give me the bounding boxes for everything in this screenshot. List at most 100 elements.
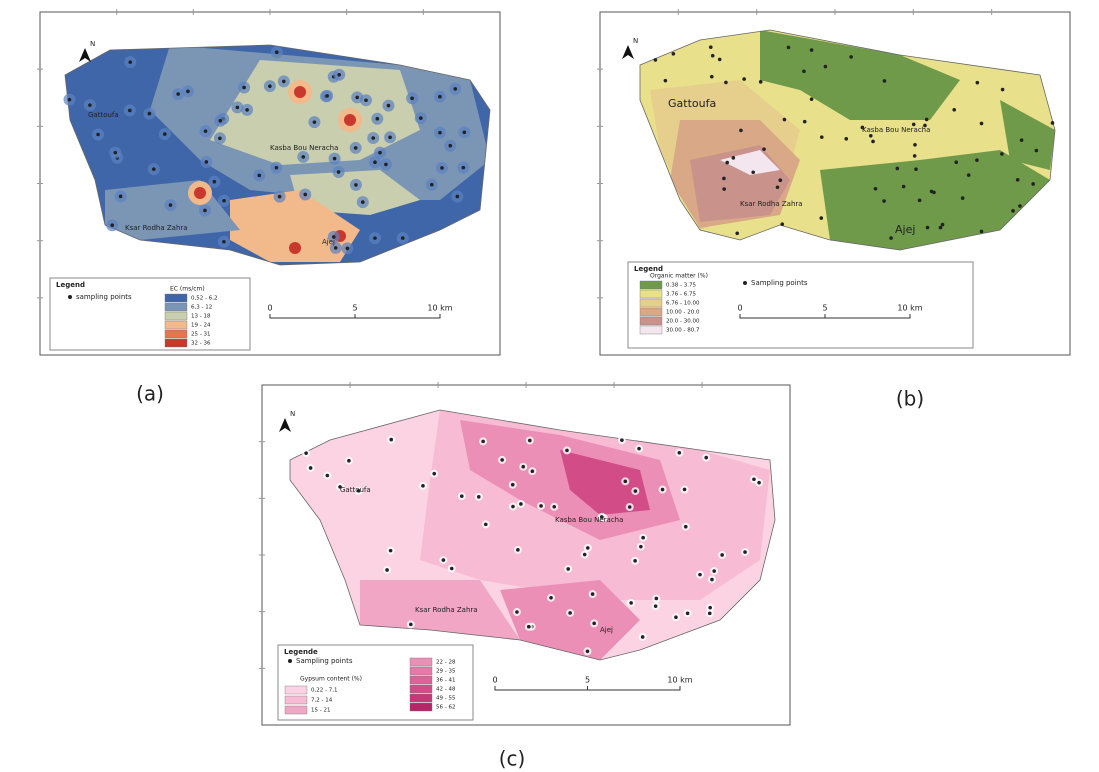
sampling-point bbox=[709, 45, 713, 49]
sampling-point bbox=[203, 209, 207, 213]
scale-label: 10 km bbox=[427, 304, 452, 313]
sampling-point bbox=[762, 147, 766, 151]
sampling-point bbox=[976, 81, 980, 85]
place-name: Kasba Bou Neracha bbox=[270, 144, 338, 152]
sampling-point bbox=[371, 136, 375, 140]
sampling-point bbox=[633, 559, 637, 563]
sampling-point bbox=[961, 196, 965, 200]
sampling-point bbox=[925, 118, 929, 122]
sampling-point bbox=[1051, 121, 1055, 125]
sampling-point bbox=[389, 549, 393, 553]
sampling-point bbox=[438, 95, 442, 99]
sampling-point bbox=[88, 103, 92, 107]
legend-class-label: 42 - 48 bbox=[436, 687, 456, 693]
sampling-point bbox=[176, 92, 180, 96]
sampling-point bbox=[732, 156, 736, 160]
legend-class-label: 56 - 62 bbox=[436, 705, 455, 711]
legend-class-label: 15 - 21 bbox=[311, 708, 330, 714]
sampling-point bbox=[460, 494, 464, 498]
sampling-point bbox=[448, 144, 452, 148]
sampling-point bbox=[672, 52, 676, 56]
place-name: Ajej bbox=[600, 626, 613, 634]
place-name: Ksar Rodha Zahra bbox=[740, 200, 803, 208]
sampling-point bbox=[980, 230, 984, 234]
sampling-point bbox=[628, 505, 632, 509]
legend-swatch bbox=[640, 299, 662, 307]
scale-label: 5 bbox=[822, 304, 827, 313]
sampling-point bbox=[654, 604, 658, 608]
legend-class-label: 32 - 36 bbox=[191, 341, 211, 347]
sampling-point bbox=[410, 96, 414, 100]
sampling-point bbox=[810, 97, 814, 101]
hotspot bbox=[194, 187, 206, 199]
sampling-point bbox=[373, 236, 377, 240]
sampling-point bbox=[389, 438, 393, 442]
sampling-point bbox=[304, 451, 308, 455]
sampling-point bbox=[222, 199, 226, 203]
legend-class-label: 10.00 - 20.0 bbox=[666, 310, 700, 316]
sampling-point bbox=[110, 223, 114, 227]
sampling-point bbox=[941, 223, 945, 227]
legend-class-label: 29 - 35 bbox=[436, 669, 456, 675]
sampling-point bbox=[219, 119, 223, 123]
sampling-point bbox=[114, 151, 118, 155]
sampling-point bbox=[896, 167, 900, 171]
scale-label: 5 bbox=[585, 676, 590, 685]
sampling-point bbox=[337, 170, 341, 174]
north-label: N bbox=[633, 37, 638, 45]
sampling-point bbox=[1011, 209, 1015, 213]
sampling-point bbox=[820, 135, 824, 139]
sampling-point bbox=[204, 129, 208, 133]
sampling-point bbox=[586, 546, 590, 550]
legend-swatch bbox=[285, 686, 307, 694]
sampling-point bbox=[337, 73, 341, 77]
sampling-point bbox=[364, 98, 368, 102]
scale-label: 10 km bbox=[897, 304, 922, 313]
sampling-point bbox=[222, 240, 226, 244]
sampling-point bbox=[347, 459, 351, 463]
legend-heading: EC (ms/cm) bbox=[170, 286, 205, 293]
sampling-point bbox=[939, 226, 943, 230]
sampling-point bbox=[568, 611, 572, 615]
legend-class-label: 22 - 28 bbox=[436, 660, 456, 666]
sampling-point bbox=[527, 625, 531, 629]
north-label: N bbox=[90, 40, 95, 48]
sampling-point bbox=[152, 167, 156, 171]
sampling-point bbox=[409, 623, 413, 627]
sampling-point bbox=[718, 58, 722, 62]
sampling-point bbox=[743, 550, 747, 554]
legend-class-label: 6,3 - 12 bbox=[191, 305, 212, 311]
place-name: Ksar Rodha Zahra bbox=[125, 224, 188, 232]
sampling-point bbox=[282, 80, 286, 84]
place-name: Gattoufa bbox=[88, 111, 119, 119]
sampling-point bbox=[68, 98, 72, 102]
place-name: Ajej bbox=[322, 238, 335, 246]
sampling-point bbox=[655, 597, 659, 601]
sampling-point bbox=[236, 106, 240, 110]
scale-label: 10 km bbox=[667, 676, 692, 685]
sampling-point bbox=[242, 86, 246, 90]
sampling-point bbox=[354, 183, 358, 187]
sampling-point bbox=[438, 131, 442, 135]
legend-swatch bbox=[640, 308, 662, 316]
sampling-point bbox=[361, 200, 365, 204]
sampling-point bbox=[481, 440, 485, 444]
legend-swatch bbox=[285, 696, 307, 704]
place-name: Kasba Bou Neracha bbox=[862, 126, 930, 134]
sampling-point bbox=[519, 502, 523, 506]
sampling-point bbox=[205, 160, 209, 164]
sampling-point bbox=[301, 155, 305, 159]
sampling-point bbox=[967, 173, 971, 177]
sampling-point bbox=[704, 456, 708, 460]
sampling-point bbox=[708, 612, 712, 616]
panel-label: (a) bbox=[136, 382, 164, 406]
sampling-point bbox=[313, 120, 317, 124]
sampling-point bbox=[440, 166, 444, 170]
place-name: Ajej bbox=[895, 223, 915, 236]
sampling-point bbox=[565, 449, 569, 453]
sampling-point bbox=[629, 601, 633, 605]
sampling-point bbox=[388, 136, 392, 140]
sampling-point bbox=[778, 178, 782, 182]
sampling-point bbox=[309, 466, 313, 470]
legend-swatch bbox=[410, 667, 432, 675]
